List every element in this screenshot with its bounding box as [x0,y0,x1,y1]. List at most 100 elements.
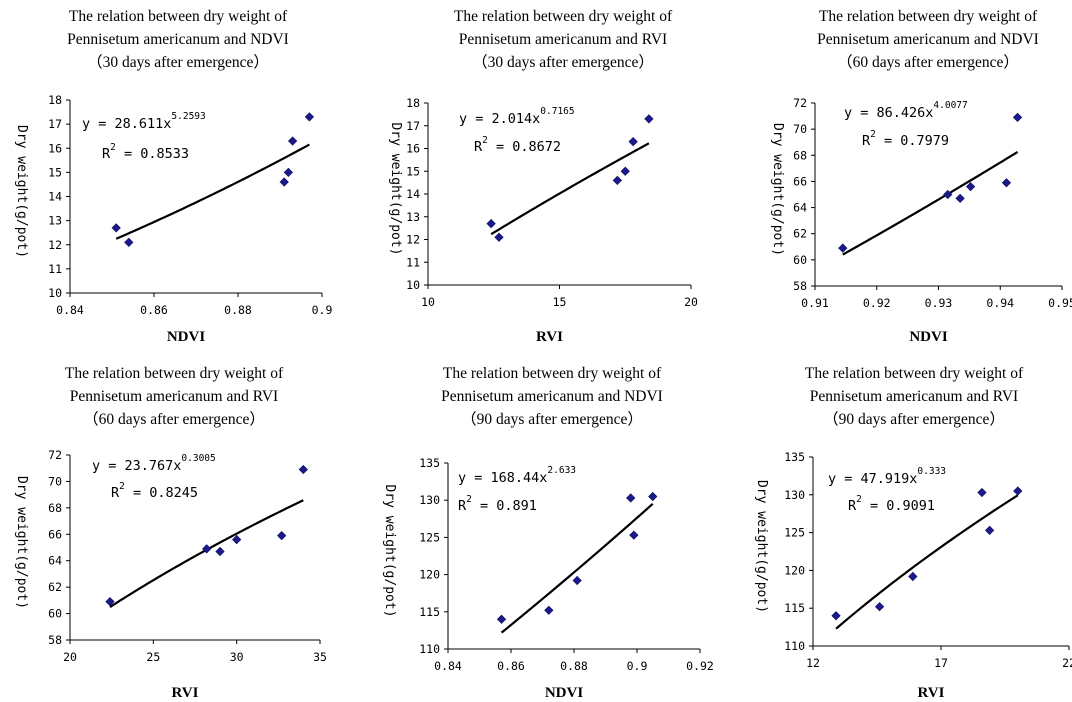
x-tick-label: 0.84 [434,659,462,673]
data-point [620,166,630,176]
data-point [496,614,507,624]
trendline [115,143,310,240]
trendline [835,494,1019,630]
y-tick-label: 18 [406,96,420,110]
y-tick-label: 72 [793,96,807,110]
data-point [202,544,212,554]
chart-title-line: The relation between dry weight of [819,8,1038,25]
regression-equation: y = 168.44x2.633 [458,465,576,486]
x-tick-label: 0.88 [224,303,252,317]
x-tick-label: 0.94 [986,296,1014,310]
x-axis-label: RVI [536,329,563,345]
y-tick-label: 120 [419,568,440,582]
x-tick-label: 0.84 [56,303,84,317]
y-tick-label: 125 [784,526,805,540]
y-tick-label: 135 [419,456,440,470]
trendline [842,151,1019,256]
chart-title-line: （90 days after emergence） [823,411,1005,428]
x-tick-label: 30 [230,650,244,664]
y-tick-label: 13 [406,210,420,224]
y-tick-label: 60 [793,253,807,267]
y-axis-label: Dry weight(g/pot) [754,480,769,613]
data-point [277,530,287,541]
data-point [644,114,654,124]
y-axis-label: Dry weight(g/pot) [14,125,29,258]
x-tick-label: 20 [684,295,698,309]
x-axis-label: NDVI [909,329,947,345]
chart-title-line: The relation between dry weight of [65,365,284,382]
y-tick-label: 12 [48,238,62,252]
y-tick-label: 110 [419,642,440,656]
data-point [955,193,965,204]
y-tick-label: 60 [48,607,62,621]
y-tick-label: 125 [419,530,440,544]
data-point [544,605,554,615]
chart-title-line: Pennisetum americanum and NDVI [441,388,663,405]
chart-title-line: Pennisetum americanum and RVI [459,31,667,48]
data-point [283,167,294,177]
data-point [985,525,995,535]
x-tick-label: 0.86 [497,659,525,673]
y-tick-label: 14 [406,187,420,201]
chart-title-line: Pennisetum americanum and RVI [70,388,278,405]
chart-title-line: （30 days after emergence） [87,54,269,71]
x-tick-label: 35 [313,650,327,664]
data-point [1001,178,1012,188]
chart-title-line: Pennisetum americanum and NDVI [67,31,289,48]
data-point [838,243,848,253]
x-axis-label: RVI [918,685,945,701]
data-point [279,177,289,187]
r-squared-value: R2 = 0.7979 [862,129,949,149]
y-tick-label: 70 [793,122,807,136]
chart-title-line: The relation between dry weight of [454,8,673,25]
y-tick-label: 58 [793,279,807,293]
regression-equation: y = 23.767x0.3005 [92,453,216,474]
x-tick-label: 12 [806,656,820,670]
data-point [486,218,496,229]
y-tick-label: 66 [48,527,62,541]
y-tick-label: 135 [784,450,805,464]
x-axis-label: RVI [172,685,199,701]
data-point [298,464,308,475]
y-tick-label: 10 [406,278,420,292]
r-squared-value: R2 = 0.8533 [102,142,189,162]
y-tick-label: 12 [406,233,420,247]
data-point [494,232,504,242]
data-point [977,487,987,498]
regression-equation: y = 28.611x5.2593 [82,111,206,132]
trendline [109,499,304,608]
y-tick-label: 14 [48,190,62,204]
y-tick-label: 15 [406,164,420,178]
data-point [874,602,885,612]
data-point [612,175,622,185]
chart-title-line: The relation between dry weight of [69,8,288,25]
data-point [965,182,976,192]
y-tick-label: 64 [793,201,807,215]
data-point [304,112,315,122]
x-tick-label: 0.92 [686,659,714,673]
x-tick-label: 0.9 [312,303,333,317]
y-tick-label: 16 [48,141,62,155]
x-tick-label: 0.88 [560,659,588,673]
chart-title-line: （90 days after emergence） [461,411,643,428]
y-tick-label: 66 [793,174,807,188]
data-point [287,136,298,146]
x-axis-label: NDVI [167,329,205,345]
x-tick-label: 0.93 [925,296,953,310]
x-tick-label: 0.9 [627,659,648,673]
y-axis-label: Dry weight(g/pot) [14,476,29,609]
chart-panel-6: The relation between dry weight of Pennis… [754,365,1072,701]
chart-panel-4: The relation between dry weight of Pennis… [14,365,327,701]
chart-title-line: Pennisetum americanum and NDVI [817,31,1039,48]
y-tick-label: 62 [48,580,62,594]
r-squared-value: R2 = 0.8245 [111,481,198,501]
data-point [629,530,639,540]
data-point [943,189,953,200]
y-tick-label: 11 [48,262,62,276]
x-tick-label: 20 [63,650,77,664]
x-tick-label: 10 [421,295,435,309]
chart-panel-2: The relation between dry weight of Pennis… [388,8,698,345]
chart-title-line: The relation between dry weight of [443,365,662,382]
y-tick-label: 10 [48,286,62,300]
